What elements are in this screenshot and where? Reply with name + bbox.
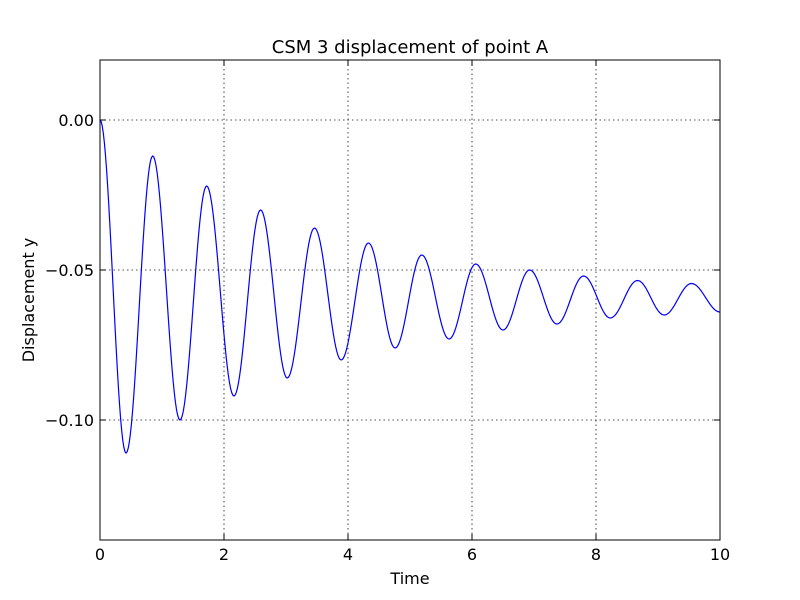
y-tick-label: −0.05 xyxy=(45,261,94,280)
plot-frame xyxy=(99,59,721,541)
x-tick-label: 4 xyxy=(343,545,353,564)
series-line xyxy=(99,119,721,454)
x-tick-label: 2 xyxy=(219,545,229,564)
axis-ticks: 0 2 4 6 8 10 0.00 −0.05 −0.10 xyxy=(45,60,730,564)
x-axis-label: Time xyxy=(389,569,429,588)
x-tick-label: 8 xyxy=(591,545,601,564)
x-tick-label: 6 xyxy=(467,545,477,564)
grid-lines xyxy=(100,60,720,540)
y-tick-label: −0.10 xyxy=(45,411,94,430)
x-tick-label: 0 xyxy=(95,545,105,564)
chart-title: CSM 3 displacement of point A xyxy=(272,37,549,58)
x-tick-label: 10 xyxy=(710,545,730,564)
y-axis-label: Displacement y xyxy=(19,238,38,363)
y-tick-label: 0.00 xyxy=(58,111,94,130)
